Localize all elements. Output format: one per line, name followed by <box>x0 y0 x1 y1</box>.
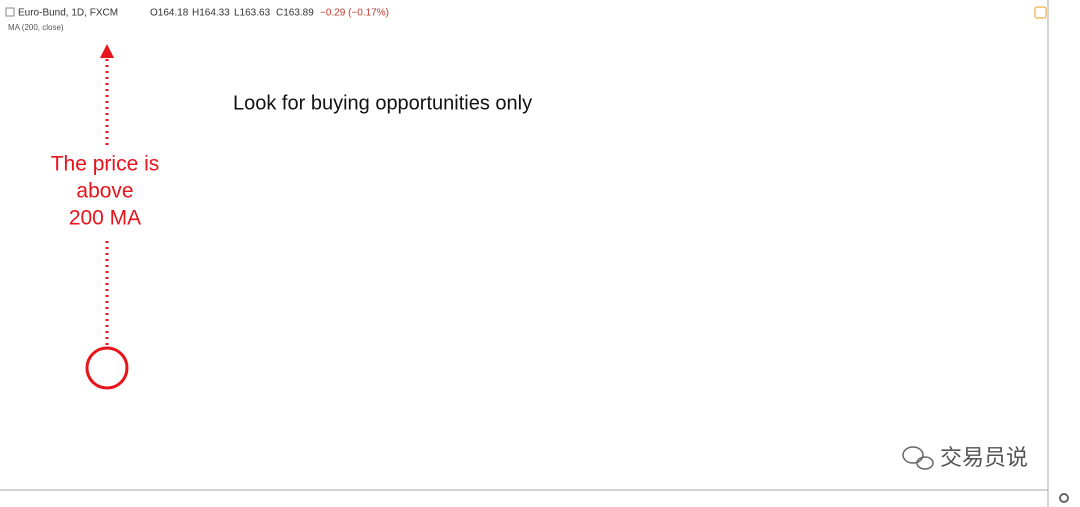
symbol-title: Euro-Bund, 1D, FXCM <box>18 8 118 19</box>
callout-line: The price is <box>51 153 160 176</box>
ohlc-close: C163.89 <box>276 8 314 19</box>
alert-icon[interactable] <box>1034 6 1047 19</box>
headline-annotation: Look for buying opportunities only <box>233 92 532 114</box>
indicator-legend: MA (200, close) <box>8 23 64 32</box>
arrow-head <box>100 44 114 58</box>
watermark-text: 交易员说 <box>940 445 1028 470</box>
settings-icon[interactable] <box>1059 493 1069 503</box>
callout-line: 200 MA <box>69 207 141 230</box>
ohlc-high: H164.33 <box>192 8 230 19</box>
highlight-circle <box>85 346 129 390</box>
ohlc-low: L163.63 <box>234 8 271 19</box>
collapse-icon[interactable] <box>5 7 15 17</box>
ohlc-open: O164.18 <box>150 8 189 19</box>
ohlc-change: −0.29 (−0.17%) <box>320 8 389 19</box>
watermark <box>902 446 934 470</box>
callout-line: above <box>76 180 133 203</box>
